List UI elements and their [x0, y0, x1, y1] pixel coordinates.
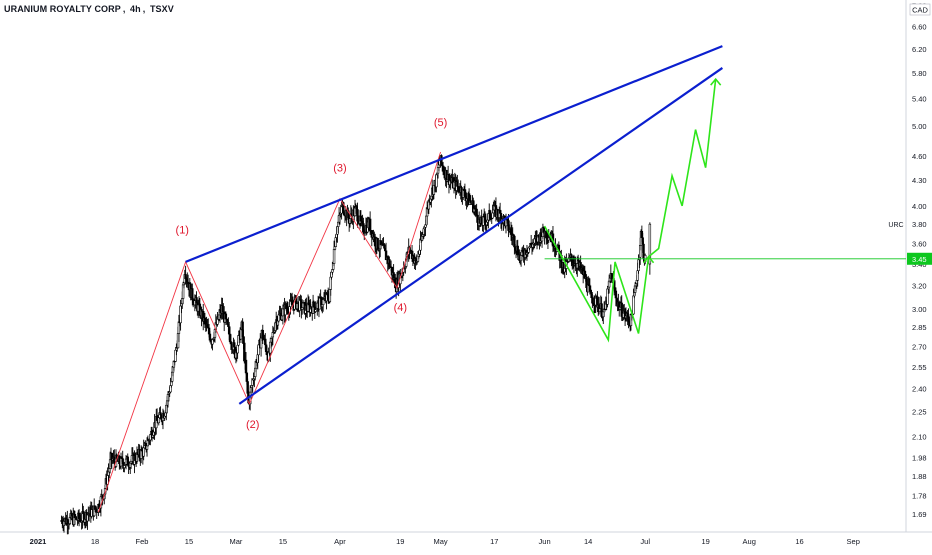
y-tick-label: 4.30: [912, 176, 927, 185]
x-tick-label: 16: [795, 537, 803, 546]
projection-layer: [543, 77, 906, 343]
y-tick-label: 2.10: [912, 432, 927, 441]
x-tick-label: Jul: [640, 537, 650, 546]
symbol-tag: URC: [888, 222, 903, 229]
y-tick-label: 2.40: [912, 385, 927, 394]
symbol-name: URANIUM ROYALTY CORP: [4, 4, 121, 14]
svg-text:3.45: 3.45: [912, 255, 927, 264]
y-tick-label: 6.60: [912, 23, 927, 32]
wave-layer: [97, 151, 442, 513]
x-tick-label: 17: [490, 537, 498, 546]
x-tick-label: 15: [279, 537, 287, 546]
y-tick-label: 1.69: [912, 510, 927, 519]
channel-line-lower: [238, 67, 724, 405]
x-tick-label: Jun: [539, 537, 551, 546]
candle: [648, 222, 652, 275]
y-tick-label: 1.88: [912, 472, 927, 481]
wave-label: (3): [333, 163, 346, 175]
wave-label: (1): [176, 225, 189, 237]
interval-label: 4h: [130, 4, 141, 14]
wave-labels-layer: (1) (2) (3) (4) (5): [176, 117, 448, 431]
last-price-badge: 3.45: [907, 252, 932, 265]
currency-badge: CAD: [909, 3, 931, 16]
y-tick-label: 3.00: [912, 305, 927, 314]
x-tick-label: Apr: [334, 537, 346, 546]
y-tick-label: 6.20: [912, 45, 927, 54]
y-tick-label: 1.98: [912, 453, 927, 462]
y-tick-label: 1.78: [912, 492, 927, 501]
time-axis: 2021 18 Feb 15 Mar 15 Apr 19 May 17 Jun 14 Jul 19 Aug 1…: [30, 537, 860, 546]
y-tick-label: 4.60: [912, 152, 927, 161]
projection-arrow-end: [710, 77, 722, 86]
x-tick-label: 19: [701, 537, 709, 546]
svg-text:CAD: CAD: [912, 6, 928, 15]
channel-layer: [185, 45, 724, 405]
exchange-label: TSXV: [149, 4, 174, 14]
x-tick-label: 19: [396, 537, 404, 546]
x-tick-label: Sep: [847, 537, 860, 546]
y-tick-label: 5.00: [912, 122, 927, 131]
x-tick-label: 15: [185, 537, 193, 546]
y-tick-label: 3.20: [912, 282, 927, 291]
y-tick-label: 2.55: [912, 363, 927, 372]
candles-layer: [60, 154, 652, 535]
y-tick-label: 5.80: [912, 69, 927, 78]
x-tick-label: Mar: [229, 537, 242, 546]
x-tick-label: 18: [91, 537, 99, 546]
x-tick-label: Feb: [136, 537, 149, 546]
x-tick-label: May: [433, 537, 447, 546]
y-tick-label: 2.70: [912, 342, 927, 351]
y-tick-label: 3.60: [912, 240, 927, 249]
y-tick-label: 3.80: [912, 220, 927, 229]
projection-arrow-small: [642, 255, 655, 264]
wave-label: (4): [394, 302, 407, 314]
projection-path: [543, 79, 717, 343]
x-tick-label: 14: [584, 537, 592, 546]
y-tick-label: 2.25: [912, 408, 927, 417]
x-tick-label: Aug: [743, 537, 756, 546]
wave-label: (2): [246, 419, 259, 431]
channel-line-upper: [185, 45, 723, 263]
y-tick-label: 5.40: [912, 94, 927, 103]
price-axis: 7.006.606.205.805.405.004.604.304.003.80…: [888, 2, 932, 519]
x-tick-label: 2021: [30, 537, 47, 546]
wave-label: (5): [434, 117, 447, 129]
y-tick-label: 2.85: [912, 323, 927, 332]
wave-path: [97, 151, 442, 513]
chart-title: URANIUM ROYALTY CORP, 4h, TSXV: [4, 4, 174, 14]
y-tick-label: 4.00: [912, 202, 927, 211]
